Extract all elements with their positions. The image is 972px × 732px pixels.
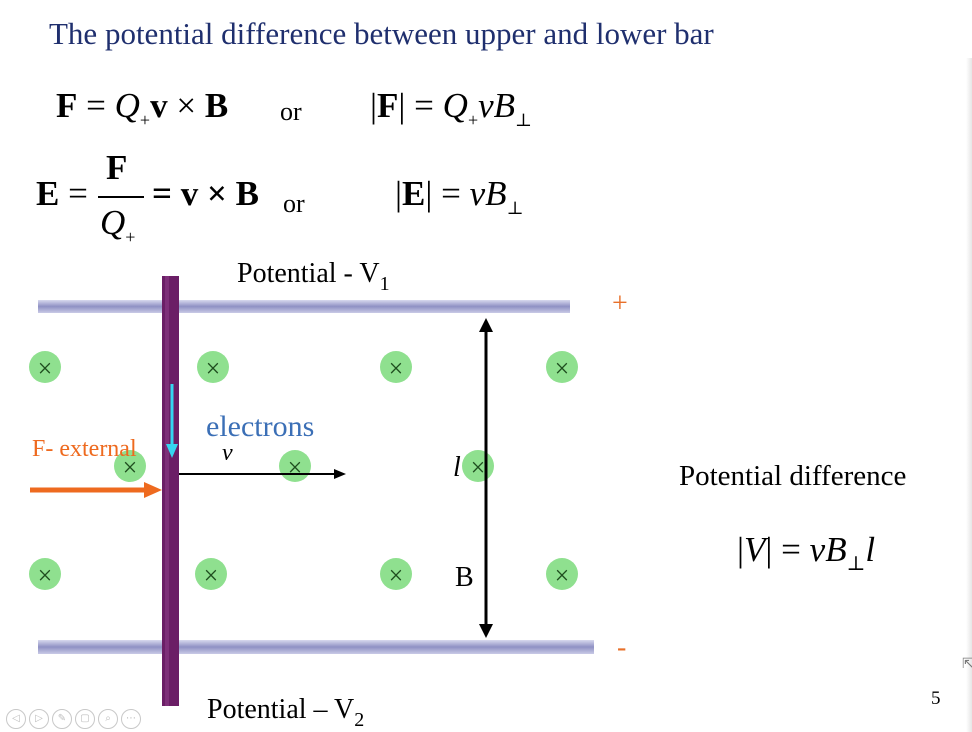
equals-sign: =	[405, 86, 443, 125]
charge-subscript: +	[125, 227, 136, 247]
force-symbol: F	[377, 86, 399, 125]
fraction-denominator: Q+	[100, 205, 135, 246]
length-label: l	[453, 452, 461, 483]
svg-text:×: ×	[38, 561, 53, 590]
field-marker: ×	[546, 351, 578, 383]
previous-slide-button[interactable]: ◁	[6, 709, 26, 729]
field-label: B	[455, 562, 474, 593]
fraction-bar	[98, 196, 144, 198]
electrons-label: electrons	[206, 410, 315, 443]
slide-title: The potential difference between upper a…	[49, 16, 714, 51]
abs-bar-close: |	[425, 174, 433, 213]
efield-symbol: E	[402, 174, 426, 213]
pen-tool-button[interactable]: ✎	[52, 709, 72, 729]
svg-text:×: ×	[123, 453, 138, 482]
cross-sign: ×	[167, 86, 205, 125]
svg-text:×: ×	[471, 453, 486, 482]
magnetic-field-markers: × × × × × × × × × × ×	[29, 351, 578, 590]
slideshow-controls: ◁ ▷ ✎ ▢ ⌕ ⋯	[6, 709, 141, 729]
external-force-label: F- external	[32, 436, 137, 462]
potential-top-subscript: 1	[379, 273, 390, 295]
svg-text:×: ×	[389, 354, 404, 383]
potential-difference-equation: |V| = vB⊥l	[737, 530, 875, 576]
plus-sign: +	[612, 288, 628, 319]
svg-text:×: ×	[555, 561, 570, 590]
force-equation: F = Q+v × B	[56, 88, 228, 129]
perp-subscript: ⊥	[846, 553, 866, 575]
svg-text:×: ×	[206, 354, 221, 383]
slide-edge-shadow	[966, 58, 972, 732]
charge-subscript: +	[139, 110, 151, 130]
svg-text:×: ×	[389, 561, 404, 590]
equals-sign: =	[59, 174, 88, 213]
charge-subscript: +	[467, 110, 479, 130]
velocity-label: v	[222, 440, 233, 466]
potential-bottom-label: Potential – V2	[207, 694, 364, 732]
force-magnitude-equation: |F| = Q+vB⊥	[370, 88, 532, 129]
velocity-symbol: v	[150, 86, 168, 125]
v-cross-b: = v × B	[152, 174, 259, 213]
force-symbol: F	[56, 86, 78, 125]
potential-top-text: Potential - V	[237, 258, 380, 289]
or-text-1: or	[280, 97, 302, 126]
bottom-rail	[38, 640, 594, 654]
charge-symbol: Q	[442, 86, 468, 125]
top-rail	[38, 300, 570, 313]
potential-difference-label: Potential difference	[679, 460, 907, 492]
minus-sign: -	[617, 632, 627, 663]
perp-subscript: ⊥	[506, 198, 524, 218]
field-marker: ×	[197, 351, 229, 383]
sliding-bar	[162, 276, 179, 706]
abs-bar-open: |	[395, 174, 403, 213]
mouse-cursor-icon: ⇱	[962, 656, 972, 672]
svg-text:×: ×	[38, 354, 53, 383]
field-marker: ×	[29, 558, 61, 590]
vb-term: vB	[469, 174, 507, 213]
abs-bar-open: |	[737, 530, 745, 569]
charge-symbol: Q	[100, 203, 126, 242]
perp-subscript: ⊥	[515, 110, 532, 130]
field-marker: ×	[380, 351, 412, 383]
length-symbol: l	[865, 530, 876, 569]
abs-bar-close: |	[398, 86, 406, 125]
fraction-numerator: F	[106, 150, 127, 185]
efield-symbol-row: E =	[36, 176, 88, 211]
field-marker: ×	[546, 558, 578, 590]
svg-text:×: ×	[288, 453, 303, 482]
potential-bottom-text: Potential – V	[207, 694, 355, 725]
cross-product-term: = v × B	[152, 176, 259, 211]
force-symbol: F	[106, 148, 128, 187]
more-options-button[interactable]: ⋯	[121, 709, 141, 729]
page-number: 5	[931, 688, 941, 709]
field-symbol: B	[204, 86, 229, 125]
svg-text:×: ×	[204, 561, 219, 590]
zoom-button[interactable]: ⌕	[98, 709, 118, 729]
field-marker: ×	[462, 450, 494, 482]
field-marker: ×	[279, 450, 311, 482]
field-marker: ×	[114, 450, 146, 482]
abs-bar-close: |	[765, 530, 773, 569]
vb-term: vB	[478, 86, 516, 125]
or-text-2: or	[283, 189, 305, 218]
voltage-symbol: V	[744, 530, 766, 569]
potential-bottom-subscript: 2	[354, 709, 365, 731]
efield-symbol: E	[36, 174, 60, 213]
svg-text:×: ×	[555, 354, 570, 383]
equals-sign: =	[432, 174, 470, 213]
field-marker: ×	[29, 351, 61, 383]
equals-sign: =	[77, 86, 115, 125]
efield-magnitude-equation: |E| = vB⊥	[395, 176, 524, 217]
field-marker: ×	[380, 558, 412, 590]
field-marker: ×	[195, 558, 227, 590]
charge-symbol: Q	[114, 86, 140, 125]
potential-top-label: Potential - V1	[237, 258, 390, 296]
abs-bar-open: |	[370, 86, 378, 125]
slide-sorter-button[interactable]: ▢	[75, 709, 95, 729]
equals-sign: =	[772, 530, 810, 569]
vb-term: vB	[809, 530, 847, 569]
next-slide-button[interactable]: ▷	[29, 709, 49, 729]
